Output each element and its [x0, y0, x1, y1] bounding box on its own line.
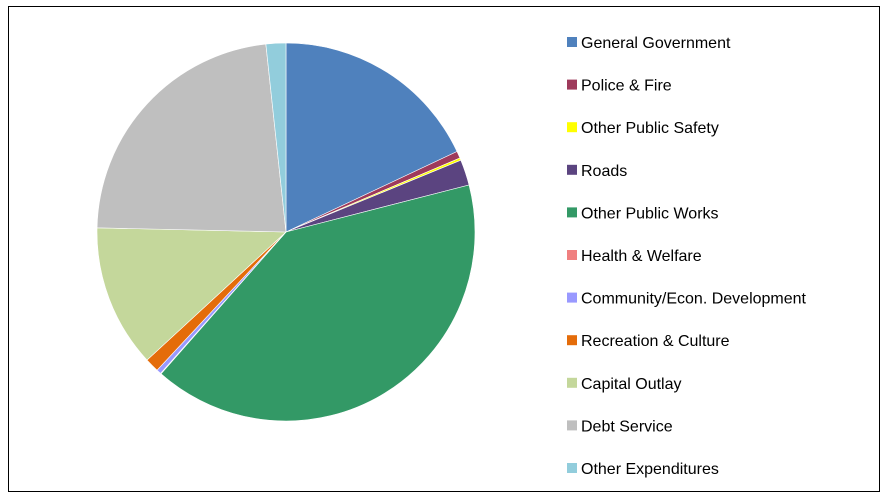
legend-label-recreation-culture: Recreation & Culture: [581, 333, 730, 350]
legend: General Government Police & Fire Other Pub…: [567, 35, 807, 478]
legend-label-general-government: General Government: [581, 35, 731, 52]
legend-swatch-police-fire: [567, 80, 577, 90]
legend-label-police-fire: Police & Fire: [581, 78, 672, 95]
legend-swatch-other-public-safety: [567, 122, 577, 132]
legend-swatch-debt-service: [567, 420, 577, 430]
legend-swatch-capital-outlay: [567, 378, 577, 388]
legend-label-capital-outlay: Capital Outlay: [581, 376, 682, 393]
legend-swatch-other-expenditures: [567, 463, 577, 473]
legend-label-roads: Roads: [581, 163, 627, 180]
legend-label-other-public-safety: Other Public Safety: [581, 120, 719, 137]
legend-label-community-econ-development: Community/Econ. Development: [581, 291, 807, 308]
legend-label-health-welfare: Health & Welfare: [581, 248, 702, 265]
legend-label-other-public-works: Other Public Works: [581, 205, 719, 222]
legend-label-debt-service: Debt Service: [581, 418, 673, 435]
legend-swatch-recreation-culture: [567, 335, 577, 345]
pie-slice-debt-service: [97, 44, 286, 232]
legend-swatch-roads: [567, 165, 577, 175]
pie-slices: [97, 43, 475, 421]
legend-swatch-community-econ-development: [567, 293, 577, 303]
legend-swatch-health-welfare: [567, 250, 577, 260]
legend-label-other-expenditures: Other Expenditures: [581, 461, 719, 478]
legend-swatch-general-government: [567, 37, 577, 47]
legend-swatch-other-public-works: [567, 207, 577, 217]
